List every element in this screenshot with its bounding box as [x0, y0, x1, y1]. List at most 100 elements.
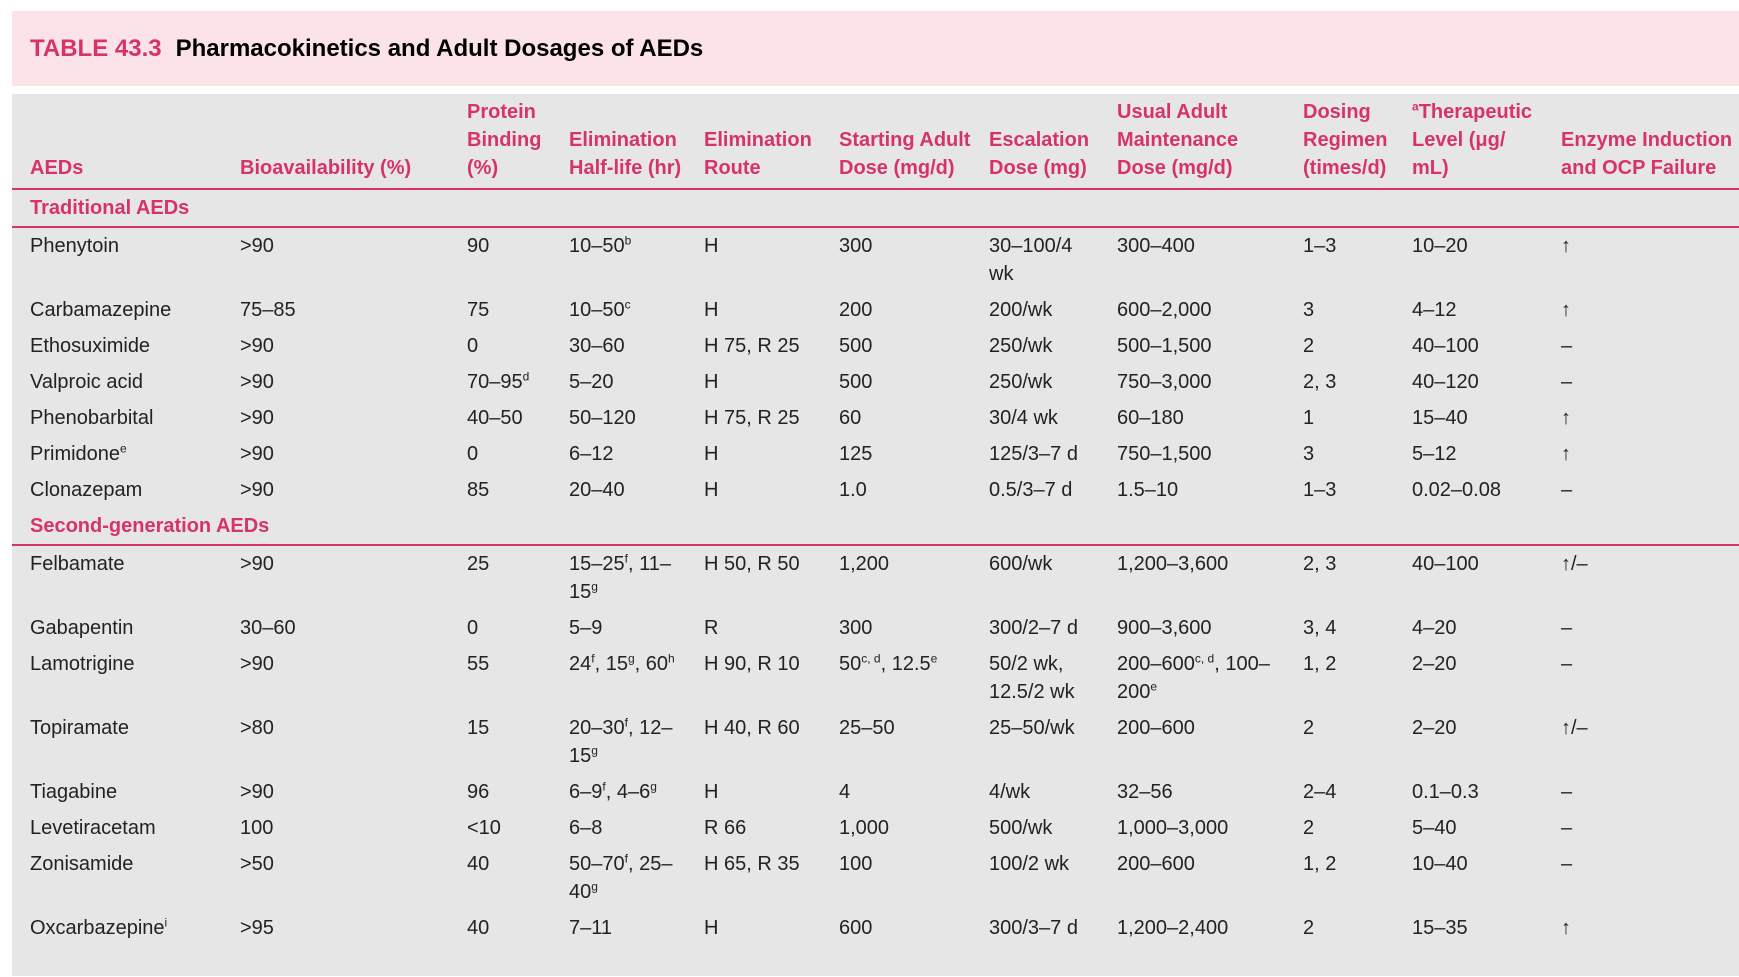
- cell-text: 60: [839, 407, 862, 429]
- cell-text: 20–30: [569, 717, 625, 739]
- cell-text: 40: [467, 853, 490, 875]
- footnote-mark: g: [591, 579, 598, 594]
- column-header: Bioavailability (%): [222, 94, 449, 190]
- cell-text: >80: [240, 717, 274, 739]
- cell: 20–30f, 12–15g: [551, 710, 686, 774]
- cell-text: 10–20: [1412, 235, 1468, 257]
- cell-text: 200/wk: [989, 299, 1053, 321]
- cell-text: , 15: [594, 653, 628, 675]
- cell-text: 15–40: [1412, 407, 1468, 429]
- footnote-mark: g: [650, 779, 657, 794]
- cell: 90: [449, 227, 551, 292]
- cell: 10–20: [1394, 227, 1543, 292]
- cell: 0: [449, 610, 551, 646]
- cell-text: >90: [240, 443, 274, 465]
- data-row: Felbamate >90 25 15–25f, 11–15g H 50, R 50 1,…: [12, 545, 1739, 610]
- cell-text: , 12.5: [880, 653, 931, 675]
- footnote-mark: c: [624, 297, 631, 312]
- cell-text: Lamotrigine: [30, 653, 135, 675]
- data-row: Ethosuximide >90 0 30–60 H 75, R 25 500 250/wk…: [12, 328, 1739, 364]
- cell-text: H 40, R 60: [704, 717, 800, 739]
- cell-text: H: [704, 781, 719, 803]
- cell-text: 15: [467, 717, 490, 739]
- cell: 2–20: [1394, 646, 1543, 710]
- cell-text: 0: [467, 617, 479, 639]
- cell: –: [1543, 472, 1739, 508]
- section-title: Traditional AEDs: [12, 189, 1739, 228]
- cell: 15–25f, 11–15g: [551, 545, 686, 610]
- cell: H: [686, 292, 821, 328]
- cell-text: 300: [839, 617, 873, 639]
- cell: Ethosuximide: [12, 328, 222, 364]
- cell-text: ↑: [1561, 299, 1571, 321]
- data-row: Zonisamide >50 40 50–70f, 25–40g H 65, R 35 1…: [12, 846, 1739, 910]
- cell-text: 100/2 wk: [989, 853, 1070, 875]
- cell-text: 300/2–7 d: [989, 617, 1078, 639]
- cell-text: >90: [240, 653, 274, 675]
- cell: 200–600: [1099, 710, 1285, 774]
- cell: 40–100: [1394, 545, 1543, 610]
- cell-text: 50: [839, 653, 862, 675]
- cell-text: >90: [240, 407, 274, 429]
- cell: 2: [1285, 328, 1394, 364]
- cell-text: 50/2 wk, 12.5/2 wk: [989, 653, 1075, 703]
- cell: 1, 2: [1285, 846, 1394, 910]
- cell: 4: [821, 774, 971, 810]
- cell-text: 5–9: [569, 617, 603, 639]
- footnote-mark: c, d: [861, 651, 881, 666]
- cell: 300/3–7 d: [971, 910, 1099, 946]
- cell-text: 40–100: [1412, 335, 1479, 357]
- table-title-bar: TABLE 43.3 Pharmacokinetics and Adult Do…: [12, 11, 1739, 86]
- cell: 300–400: [1099, 227, 1285, 292]
- cell: 1,200–3,600: [1099, 545, 1285, 610]
- cell: 25–50: [821, 710, 971, 774]
- cell: –: [1543, 810, 1739, 846]
- cell: 0: [449, 436, 551, 472]
- data-row: Phenytoin >90 90 10–50b H 300 30–100/4 wk 300–4…: [12, 227, 1739, 292]
- cell-text: 200–600: [1117, 653, 1195, 675]
- cell-text: , 12–15: [569, 717, 673, 767]
- cell-text: , 60: [634, 653, 668, 675]
- data-row: Clonazepam >90 85 20–40 H 1.0 0.5/3–7 d 1.5–10 1…: [12, 472, 1739, 508]
- cell-text: 90: [467, 235, 490, 257]
- cell-text: 2: [1303, 335, 1315, 357]
- cell: 1, 2: [1285, 646, 1394, 710]
- cell-text: 2–20: [1412, 717, 1457, 739]
- cell-text: >90: [240, 781, 274, 803]
- cell-text: 300: [839, 235, 873, 257]
- cell: 2, 3: [1285, 364, 1394, 400]
- cell: R: [686, 610, 821, 646]
- cell: ↑/–: [1543, 710, 1739, 774]
- cell: 125: [821, 436, 971, 472]
- cell: 1,200–2,400: [1099, 910, 1285, 946]
- cell-text: Therapeutic Level (μg/ mL): [1412, 101, 1533, 179]
- cell-text: –: [1561, 371, 1573, 393]
- cell-text: 1,000: [839, 817, 890, 839]
- cell-text: 25–50: [839, 717, 895, 739]
- data-row: Lamotrigine >90 55 24f, 15g, 60h H 90, R 10 5…: [12, 646, 1739, 710]
- cell-text: Oxcarbazepine: [30, 917, 165, 939]
- cell: 200–600c, d, 100–200e: [1099, 646, 1285, 710]
- footnote-mark: g: [591, 743, 598, 758]
- cell: 200–600: [1099, 846, 1285, 910]
- cell: 40: [449, 846, 551, 910]
- cell: 15: [449, 710, 551, 774]
- cell-text: 1, 2: [1303, 853, 1337, 875]
- cell-text: Felbamate: [30, 553, 125, 575]
- cell: 600: [821, 910, 971, 946]
- cell-text: H: [704, 371, 719, 393]
- cell-text: H 75, R 25: [704, 335, 800, 357]
- cell: 100/2 wk: [971, 846, 1099, 910]
- cell-text: 20–40: [569, 479, 625, 501]
- cell: 250/wk: [971, 328, 1099, 364]
- cell: Topiramate: [12, 710, 222, 774]
- cell: 2–4: [1285, 774, 1394, 810]
- cell: ↑: [1543, 910, 1739, 946]
- cell-text: 100: [240, 817, 274, 839]
- footnote-mark: d: [522, 369, 530, 384]
- cell-text: –: [1561, 479, 1573, 501]
- cell-text: Tiagabine: [30, 781, 118, 803]
- cell-text: 30/4 wk: [989, 407, 1058, 429]
- cell: H: [686, 227, 821, 292]
- cell: 40–50: [449, 400, 551, 436]
